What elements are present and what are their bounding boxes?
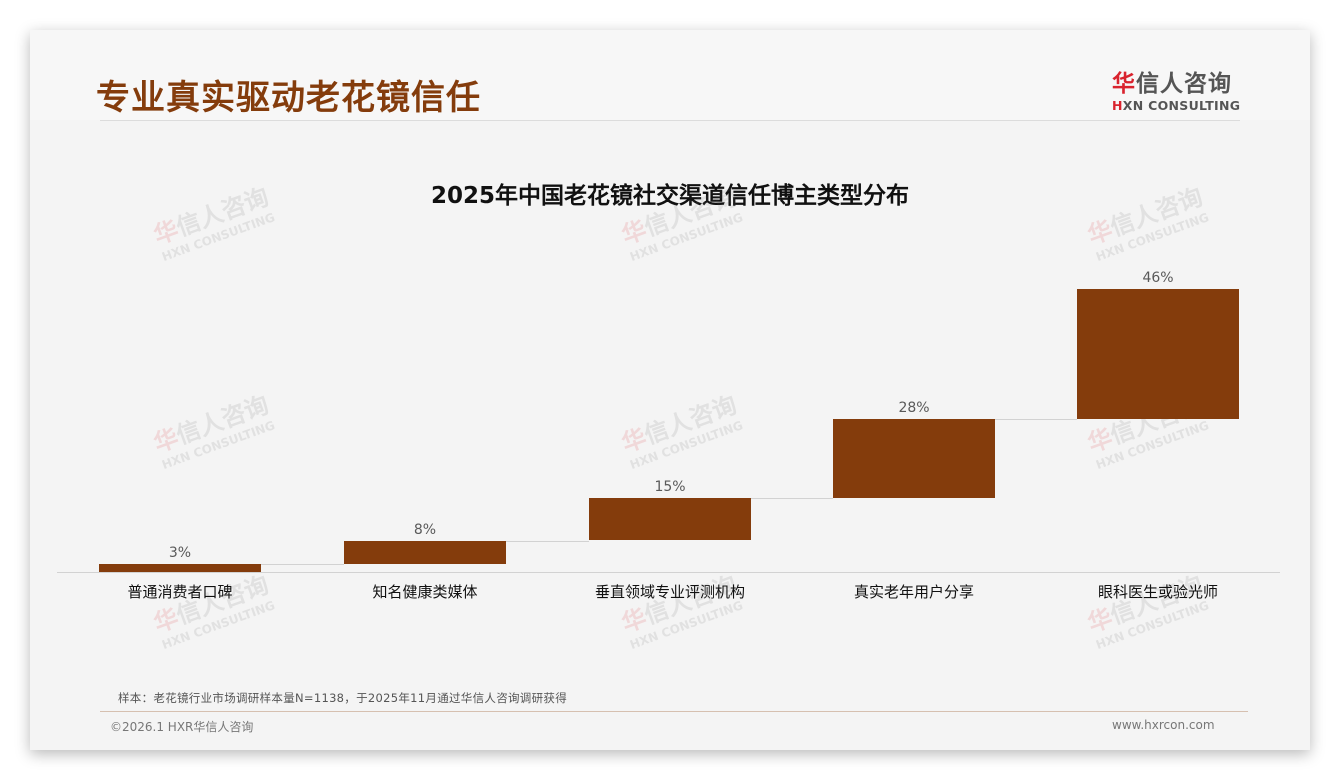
category-label: 普通消费者口碑 [127,583,233,601]
category-label: 知名健康类媒体 [372,583,478,601]
bar-value-label: 46% [1142,270,1174,286]
copyright-text: ©2026.1 HXR华信人咨询 [110,720,254,734]
bar-value-label: 3% [168,545,192,561]
connector-line [751,498,833,499]
footer-divider [100,711,1248,712]
bar-value-label: 15% [654,479,686,495]
slide: 专业真实驱动老花镜信任 华信人咨询 HXN CONSULTING 2025年中国… [30,30,1310,750]
bar-4 [833,419,995,498]
watermark: 华信人咨询 HXN CONSULTING [150,390,277,473]
category-label: 眼科医生或验光师 [1097,583,1218,601]
watermark: 华信人咨询 HXN CONSULTING [150,570,277,653]
bar-5 [1077,289,1239,419]
connector-line [506,541,589,542]
logo-chinese-rest: 信人咨询 [1136,71,1232,97]
logo-accent-char: 华 [1112,71,1136,97]
connector-line [995,419,1077,420]
sample-note: 样本：老花镜行业市场调研样本量N=1138，于2025年11月通过华信人咨询调研… [118,691,568,705]
connector-line [261,564,344,565]
category-label: 垂直领域专业评测机构 [594,583,745,601]
page-title: 专业真实驱动老花镜信任 [96,78,481,118]
watermark: 华信人咨询 HXN CONSULTING [618,570,745,653]
category-label: 真实老年用户分享 [853,583,974,601]
bar-1 [99,564,261,572]
website-link[interactable]: www.hxrcon.com [1112,718,1215,732]
logo-english: HXN CONSULTING [1112,98,1242,113]
title-band [30,30,1310,120]
bar-3 [589,498,751,540]
title-divider [100,120,1240,121]
x-axis-line [57,572,1280,573]
logo-english-rest: XN CONSULTING [1122,98,1241,113]
watermark: 华信人咨询 HXN CONSULTING [618,390,745,473]
bar-2 [344,541,506,564]
logo-chinese: 华信人咨询 [1112,64,1242,98]
bar-value-label: 28% [898,400,930,416]
brand-logo: 华信人咨询 HXN CONSULTING [1112,64,1242,113]
watermark: 华信人咨询 HXN CONSULTING [1084,570,1211,653]
chart-title: 2025年中国老花镜社交渠道信任博主类型分布 [430,183,909,209]
bar-value-label: 8% [413,522,437,538]
logo-accent-letter: H [1112,98,1123,113]
